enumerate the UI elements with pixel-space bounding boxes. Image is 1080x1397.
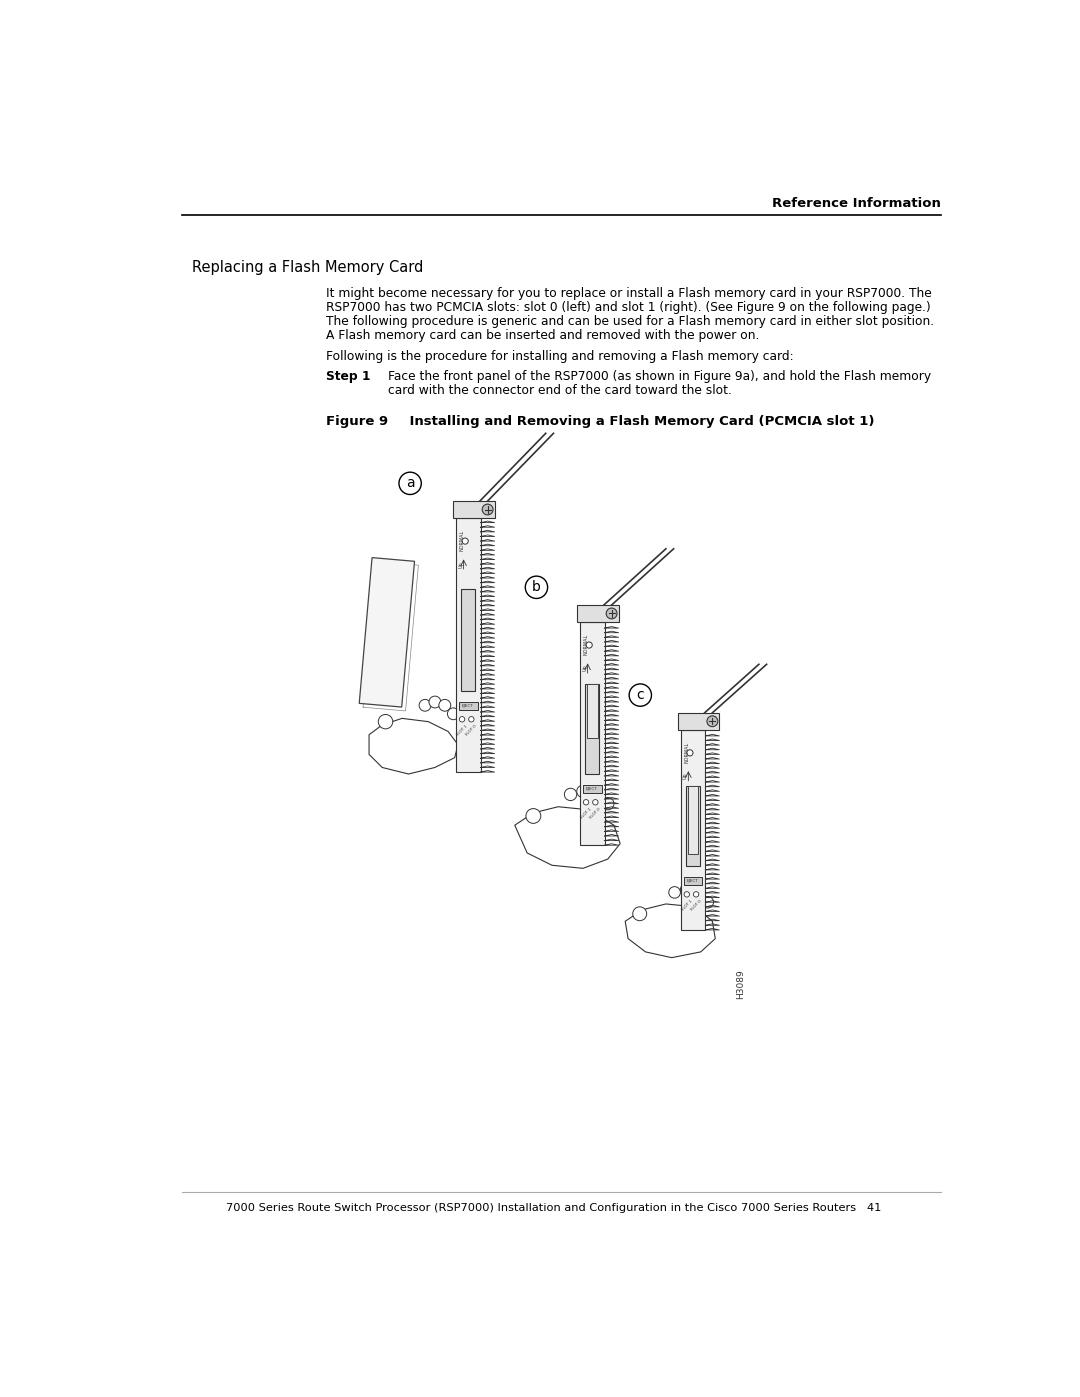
Circle shape xyxy=(565,788,577,800)
Text: EJECT: EJECT xyxy=(687,879,699,883)
Text: 7000 Series Route Switch Processor (RSP7000) Installation and Configuration in t: 7000 Series Route Switch Processor (RSP7… xyxy=(226,1203,881,1213)
Circle shape xyxy=(429,696,441,708)
Circle shape xyxy=(577,785,590,798)
Text: Face the front panel of the RSP7000 (as shown in Figure 9a), and hold the Flash : Face the front panel of the RSP7000 (as … xyxy=(388,370,931,383)
Circle shape xyxy=(602,798,613,810)
Text: The following procedure is generic and can be used for a Flash memory card in ei: The following procedure is generic and c… xyxy=(326,314,934,328)
Circle shape xyxy=(606,608,617,619)
Circle shape xyxy=(462,538,469,545)
Text: b: b xyxy=(532,580,541,594)
Text: SLOT 1: SLOT 1 xyxy=(580,807,592,820)
Circle shape xyxy=(459,717,464,722)
Bar xyxy=(688,785,699,854)
Polygon shape xyxy=(515,806,620,869)
Bar xyxy=(580,622,605,845)
Text: NORMAL: NORMAL xyxy=(460,529,464,550)
Text: a: a xyxy=(406,476,415,490)
Text: Reference Information: Reference Information xyxy=(772,197,941,210)
Bar xyxy=(677,712,719,729)
Text: H3089: H3089 xyxy=(735,970,744,999)
Circle shape xyxy=(583,799,589,805)
Circle shape xyxy=(680,884,692,895)
Bar xyxy=(577,605,619,622)
Circle shape xyxy=(702,897,714,908)
Text: It might become necessary for you to replace or install a Flash memory card in y: It might become necessary for you to rep… xyxy=(326,286,931,300)
Text: EJECT: EJECT xyxy=(462,704,474,708)
Circle shape xyxy=(526,809,541,823)
Circle shape xyxy=(687,750,693,756)
Circle shape xyxy=(707,715,718,726)
Text: SLOT 0: SLOT 0 xyxy=(589,807,602,820)
Text: card with the connector end of the card toward the slot.: card with the connector end of the card … xyxy=(388,384,731,397)
Polygon shape xyxy=(625,904,715,958)
Text: A Flash memory card can be inserted and removed with the power on.: A Flash memory card can be inserted and … xyxy=(326,328,759,342)
Bar xyxy=(680,729,705,930)
Circle shape xyxy=(586,643,592,648)
Bar xyxy=(684,877,702,886)
Text: EJECT: EJECT xyxy=(586,787,598,791)
Bar xyxy=(686,785,700,866)
Circle shape xyxy=(633,907,647,921)
Bar xyxy=(456,518,481,773)
Text: Replacing a Flash Memory Card: Replacing a Flash Memory Card xyxy=(191,260,423,275)
Circle shape xyxy=(482,504,494,515)
Text: NORMAL: NORMAL xyxy=(583,633,589,655)
Bar xyxy=(461,590,475,690)
Text: Installing and Removing a Flash Memory Card (PCMCIA slot 1): Installing and Removing a Flash Memory C… xyxy=(391,415,874,427)
Circle shape xyxy=(378,714,393,729)
Text: Up: Up xyxy=(582,665,588,672)
Text: Figure 9: Figure 9 xyxy=(326,415,388,427)
Text: SLOT 0: SLOT 0 xyxy=(690,900,702,911)
Text: SLOT 1: SLOT 1 xyxy=(456,724,469,736)
Text: SLOT 0: SLOT 0 xyxy=(465,724,477,736)
Bar xyxy=(453,502,495,518)
Bar xyxy=(583,785,602,793)
Circle shape xyxy=(669,887,680,898)
Polygon shape xyxy=(369,718,458,774)
Bar xyxy=(459,703,477,710)
Circle shape xyxy=(447,708,459,719)
Text: RSP7000 has two PCMCIA slots: slot 0 (left) and slot 1 (right). (See Figure 9 on: RSP7000 has two PCMCIA slots: slot 0 (le… xyxy=(326,300,930,314)
Text: Step 1: Step 1 xyxy=(326,370,370,383)
Bar xyxy=(588,685,597,738)
Text: c: c xyxy=(636,689,644,703)
Bar xyxy=(585,685,599,774)
Polygon shape xyxy=(360,557,415,707)
Circle shape xyxy=(419,700,431,711)
Text: Up: Up xyxy=(683,773,688,780)
Circle shape xyxy=(684,891,689,897)
Text: Up: Up xyxy=(458,560,463,567)
Circle shape xyxy=(692,887,704,898)
Text: NORMAL: NORMAL xyxy=(685,742,689,763)
Text: Following is the procedure for installing and removing a Flash memory card:: Following is the procedure for installin… xyxy=(326,351,794,363)
Circle shape xyxy=(438,700,450,711)
Circle shape xyxy=(469,717,474,722)
Text: SLOT 1: SLOT 1 xyxy=(680,900,693,911)
Circle shape xyxy=(590,788,602,800)
Circle shape xyxy=(693,891,699,897)
Circle shape xyxy=(593,799,598,805)
